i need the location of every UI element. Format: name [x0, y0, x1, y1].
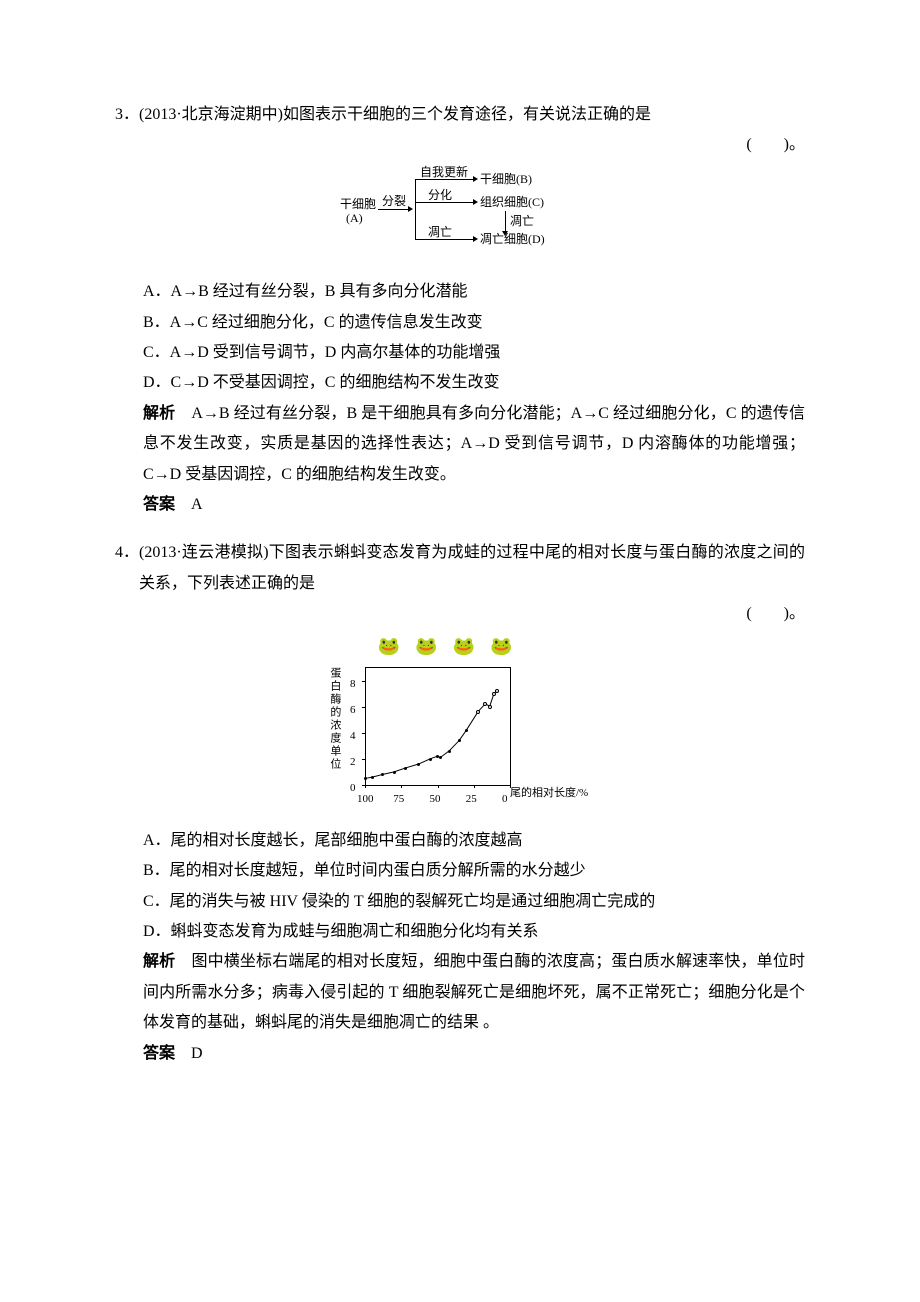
q4-answer: 答案 D: [115, 1039, 805, 1069]
q4-header: 4． (2013·连云港模拟)下图表示蝌蚪变态发育为成蛙的过程中尾的相对长度与蛋…: [115, 538, 805, 599]
q3-number: 3．: [115, 100, 139, 130]
chart-point: [448, 750, 451, 753]
q3-paren: ( )。: [115, 130, 805, 160]
d1-A: (A): [346, 211, 363, 227]
q3-opt-b: B．A→C 经过细胞分化，C 的遗传信息发生改变: [143, 308, 805, 338]
chart-point: [404, 767, 407, 770]
q4-opt-a: A．尾的相对长度越长，尾部细胞中蛋白酶的浓度越高: [143, 826, 805, 856]
d1-zuzhixibaoC: 组织细胞(C): [480, 195, 544, 211]
q3-source: (2013·北京海淀期中): [139, 106, 283, 123]
q3-stem-text: 如图表示干细胞的三个发育途径，有关说法正确的是: [283, 106, 651, 123]
chart-point: [393, 771, 396, 774]
q4-source: (2013·连云港模拟): [139, 544, 269, 561]
question-4: 4． (2013·连云港模拟)下图表示蝌蚪变态发育为成蛙的过程中尾的相对长度与蛋…: [115, 538, 805, 1069]
q4-opt-d: D．蝌蚪变态发育为成蛙与细胞凋亡和细胞分化均有关系: [143, 917, 805, 947]
q4-analysis-label: 解析: [143, 953, 175, 970]
q3-header: 3． (2013·北京海淀期中)如图表示干细胞的三个发育途径，有关说法正确的是: [115, 100, 805, 130]
q3-opt-c: C．A→D 受到信号调节，D 内高尔基体的功能增强: [143, 338, 805, 368]
d1-fenlie: 分裂: [382, 194, 406, 210]
q4-opt-c: C．尾的消失与被 HIV 侵染的 T 细胞的裂解死亡均是通过细胞凋亡完成的: [143, 887, 805, 917]
chart-curve-svg: [320, 637, 600, 802]
q3-opt-a: A．A→B 经过有丝分裂，B 具有多向分化潜能: [143, 277, 805, 307]
q3-analysis-text: A→B 经过有丝分裂，B 是干细胞具有多向分化潜能；A→C 经过细胞分化，C 的…: [143, 405, 805, 483]
q4-answer-label: 答案: [143, 1045, 175, 1062]
q4-opt-b: B．尾的相对长度越短，单位时间内蛋白质分解所需的水分越少: [143, 856, 805, 886]
q4-number: 4．: [115, 538, 139, 568]
q3-diagram: 干细胞 (A) 分裂 自我更新 干细胞(B) 分化 组织细胞(C) 凋亡 凋亡 …: [115, 169, 805, 265]
q3-opt-d: D．C→D 不受基因调控，C 的细胞结构不发生改变: [143, 368, 805, 398]
q4-stem: (2013·连云港模拟)下图表示蝌蚪变态发育为成蛙的过程中尾的相对长度与蛋白酶的…: [139, 538, 805, 599]
d1-arrow-c-down: [505, 211, 506, 231]
q3-analysis: 解析 A→B 经过有丝分裂，B 是干细胞具有多向分化潜能；A→C 经过细胞分化，…: [115, 399, 805, 490]
q3-stem: (2013·北京海淀期中)如图表示干细胞的三个发育途径，有关说法正确的是: [139, 100, 805, 130]
q3-options: A．A→B 经过有丝分裂，B 具有多向分化潜能 B．A→C 经过细胞分化，C 的…: [115, 277, 805, 399]
chart-point-open: [488, 705, 492, 709]
q3-answer: 答案 A: [115, 490, 805, 520]
d1-diaowangxibaoD: 凋亡细胞(D): [480, 232, 545, 248]
q4-answer-value: D: [175, 1045, 203, 1062]
chart-point: [429, 758, 432, 761]
q4-options: A．尾的相对长度越长，尾部细胞中蛋白酶的浓度越高 B．尾的相对长度越短，单位时间…: [115, 826, 805, 948]
question-3: 3． (2013·北京海淀期中)如图表示干细胞的三个发育途径，有关说法正确的是 …: [115, 100, 805, 520]
d1-diaowang: 凋亡: [428, 225, 452, 241]
q3-answer-label: 答案: [143, 496, 175, 513]
d1-diaowang2: 凋亡: [510, 214, 534, 230]
d1-ziwogengxin: 自我更新: [420, 165, 468, 181]
d1-ganxibaoB: 干细胞(B): [480, 172, 532, 188]
q4-chart: 🐸 🐸 🐸 🐸 蛋白酶的浓度单位 尾的相对长度/% 02468100755025…: [115, 637, 805, 813]
q4-analysis: 解析 图中横坐标右端尾的相对长度短，细胞中蛋白酶的浓度高；蛋白质水解速率快，单位…: [115, 947, 805, 1038]
chart-point-open: [495, 689, 499, 693]
q3-answer-value: A: [175, 496, 203, 513]
q3-analysis-label: 解析: [143, 405, 175, 422]
q4-analysis-text: 图中横坐标右端尾的相对长度短，细胞中蛋白酶的浓度高；蛋白质水解速率快，单位时间内…: [143, 953, 805, 1031]
d1-branch-v: [415, 179, 416, 239]
chart-point: [465, 729, 468, 732]
q4-paren: ( )。: [115, 599, 805, 629]
chart-point: [371, 776, 374, 779]
d1-fenhua: 分化: [428, 188, 452, 204]
